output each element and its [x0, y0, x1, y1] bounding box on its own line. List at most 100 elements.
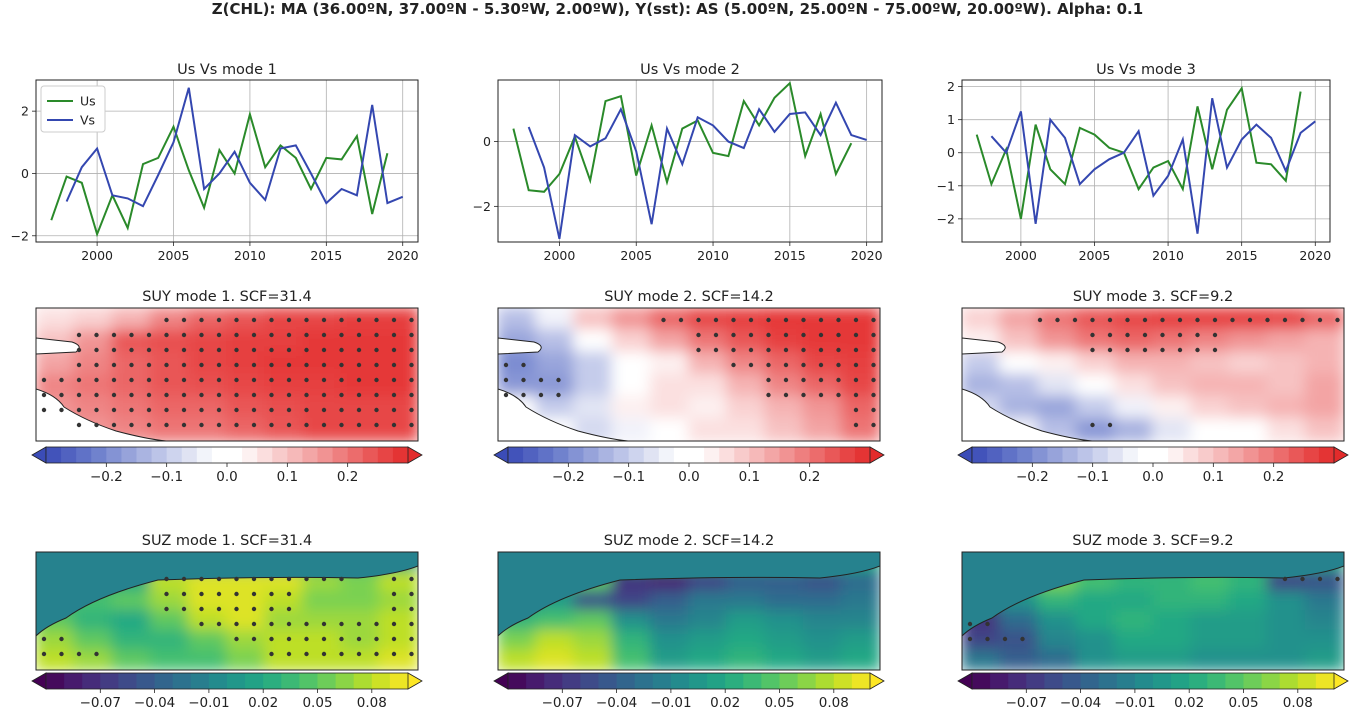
heatmap-cell — [1152, 395, 1193, 420]
colorbar-tick-label: 0.2 — [1263, 469, 1284, 485]
heatmap-cell — [1266, 417, 1307, 441]
significance-dot — [59, 407, 64, 413]
colorbar-segment — [743, 673, 762, 689]
colorbar-segment — [106, 447, 122, 463]
significance-dot — [339, 392, 344, 398]
significance-dot — [146, 422, 152, 428]
series-line-us — [975, 85, 1302, 220]
significance-dot — [234, 606, 239, 612]
significance-dot — [783, 332, 789, 338]
heatmap-cell — [726, 610, 767, 632]
significance-dot — [556, 392, 561, 398]
land-south-america — [962, 388, 1093, 441]
heatmap-cell — [840, 590, 880, 612]
colorbar-segment — [1183, 447, 1199, 463]
significance-dot — [1160, 332, 1165, 338]
significance-dot — [216, 377, 222, 383]
significance-dot — [304, 636, 309, 642]
colorbar-segment — [347, 447, 364, 463]
map-title: SUY mode 3. SCF=9.2 — [1073, 289, 1233, 305]
significance-dot — [164, 606, 169, 612]
heatmap-cell — [573, 610, 614, 632]
heatmap-cell — [1266, 329, 1307, 354]
heatmap-cell — [999, 649, 1040, 670]
significance-dot — [234, 591, 239, 597]
heatmap-cell — [1190, 395, 1231, 420]
significance-dot — [304, 407, 309, 413]
colorbar-frame — [971, 672, 1335, 690]
significance-dot — [374, 636, 379, 642]
significance-dot — [234, 422, 239, 428]
x-tick-label: 2015 — [1226, 248, 1258, 263]
colorbar-segment — [245, 673, 264, 689]
line-chart-1: Us Vs mode 1 2000 2005 2010 2015 2020 −2 0 2 Us Vs — [11, 62, 419, 263]
colorbar-segment — [208, 673, 228, 689]
heatmap-cell — [1190, 649, 1231, 670]
significance-dot — [731, 317, 736, 323]
significance-dot — [76, 651, 82, 657]
significance-dot — [339, 332, 344, 338]
significance-dot — [76, 392, 82, 398]
significance-dot — [234, 407, 239, 413]
significance-dot — [251, 362, 257, 368]
heatmap-cell — [802, 590, 843, 612]
significance-dot — [521, 392, 526, 398]
significance-dot — [59, 377, 64, 383]
significance-dot — [661, 317, 666, 323]
x-tick-label: 2005 — [1079, 248, 1111, 263]
heatmap-cell — [264, 649, 305, 670]
colorbar-segment — [658, 447, 675, 463]
legend-label-us: Us — [80, 94, 96, 109]
heatmap-cell — [1228, 649, 1269, 670]
heatmap-cell — [1266, 395, 1307, 420]
chart-title: Us Vs mode 1 — [177, 62, 277, 78]
colorbar-tick-label: −0.04 — [134, 695, 175, 711]
significance-dot — [286, 317, 292, 323]
significance-dot — [391, 422, 397, 428]
significance-dot — [251, 621, 257, 627]
significance-dot — [199, 621, 204, 627]
heatmap-cell — [187, 308, 228, 332]
colorbar-segment — [121, 447, 137, 463]
heatmap-cell — [611, 395, 652, 420]
significance-dot — [304, 347, 309, 353]
colorbar-tick-label: 0.05 — [302, 695, 332, 711]
heatmap-cell — [611, 373, 652, 398]
heatmap-cell — [1113, 590, 1154, 612]
significance-dot — [985, 636, 990, 642]
heatmap-cell — [726, 590, 767, 612]
colorbar-segment — [136, 447, 153, 463]
colorbar-segment — [1116, 673, 1136, 689]
significance-dot — [409, 636, 414, 642]
significance-dot — [713, 317, 719, 323]
colorbar-tick-label: 0.08 — [819, 695, 849, 711]
heatmap-cell — [1190, 308, 1231, 332]
colorbar-segment — [242, 447, 258, 463]
significance-dot — [304, 317, 309, 323]
x-tick-label: 2020 — [851, 248, 883, 263]
colorbar-segment — [815, 673, 835, 689]
y-tick-label: 0 — [21, 166, 29, 181]
heatmap-cell — [73, 649, 114, 670]
heatmap-cell — [187, 395, 228, 420]
significance-dot — [251, 576, 257, 582]
map-title: SUY mode 1. SCF=31.4 — [142, 289, 312, 305]
significance-dot — [1142, 317, 1148, 323]
map-frame — [35, 551, 419, 671]
significance-dot — [199, 347, 204, 353]
significance-dot — [967, 621, 973, 627]
significance-dot — [836, 347, 841, 353]
heatmap-cell — [187, 373, 228, 398]
land-hispaniola — [498, 337, 542, 355]
x-tick-label: 2010 — [1152, 248, 1184, 263]
colorbar-segment — [1243, 447, 1260, 463]
significance-dot — [409, 407, 414, 413]
significance-dot — [286, 422, 292, 428]
heatmap-cell — [498, 649, 538, 670]
significance-dot — [409, 362, 414, 368]
significance-dot — [181, 591, 187, 597]
heatmap-cell — [226, 351, 267, 376]
significance-dot — [1160, 317, 1165, 323]
x-tick-label: 2005 — [158, 248, 190, 263]
